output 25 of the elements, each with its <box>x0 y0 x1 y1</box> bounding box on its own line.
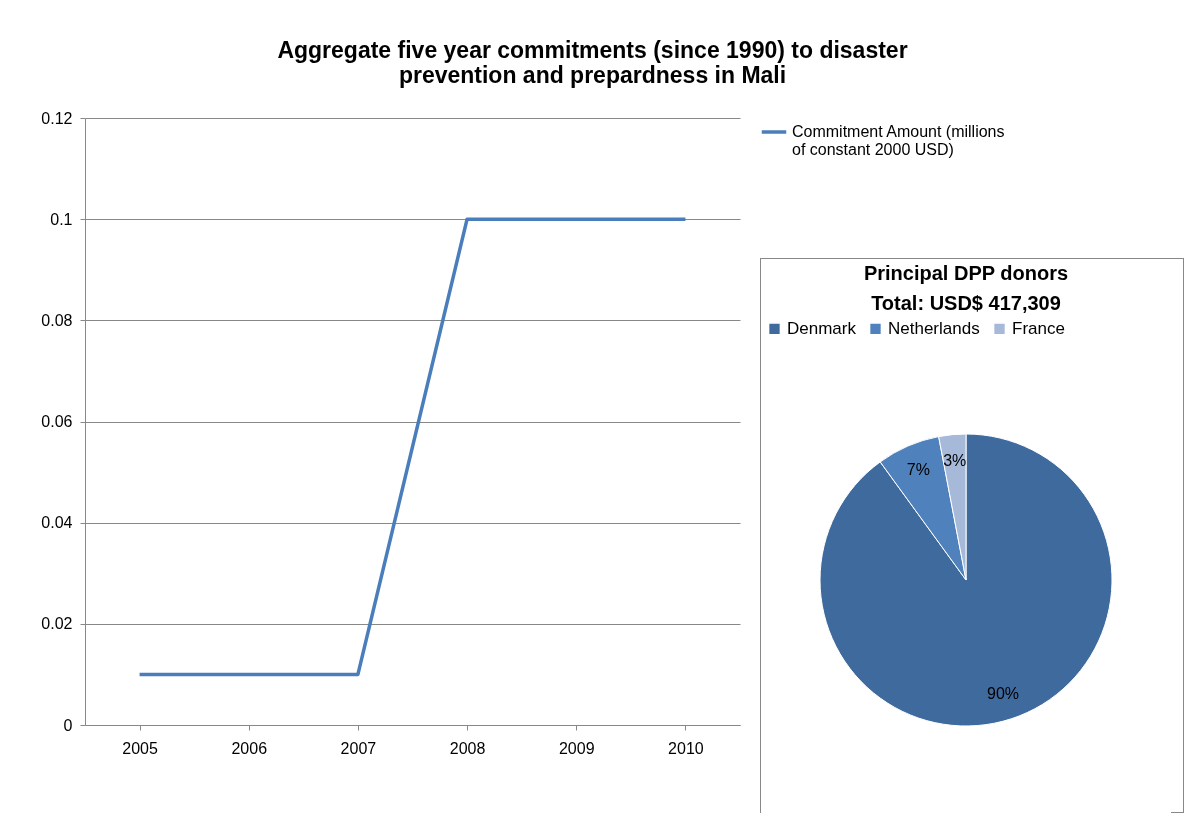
y-tick-label: 0.06 <box>41 413 73 430</box>
legend-label: France <box>1012 318 1065 338</box>
x-tick-label: 2008 <box>449 739 486 757</box>
chart-title: Aggregate five year commitments (since 1990) to disaster prevention and prepardness in Mali <box>277 37 908 88</box>
pie-slice <box>879 436 967 581</box>
y-tick-label: 0.1 <box>50 210 73 228</box>
x-tick-label: 2006 <box>231 739 268 757</box>
data-label: 7% <box>906 460 930 478</box>
y-tick-label: 0.12 <box>41 109 73 127</box>
legend-label: Commitment Amount (millions of constant 2000 USD) <box>792 123 1005 158</box>
y-tick-label: 0.04 <box>41 514 73 532</box>
legend-label: Netherlands <box>888 318 980 338</box>
data-label: 90% <box>987 685 1020 703</box>
legend-label: Denmark <box>787 318 857 338</box>
y-tick-label: 0.08 <box>41 311 73 329</box>
x-tick-label: 2009 <box>558 739 595 757</box>
data-label: 3% <box>943 451 967 469</box>
chart-subtitle: Total: USD$ 417,309 <box>871 292 1061 314</box>
x-tick-label: 2007 <box>340 739 377 757</box>
x-tick-label: 2005 <box>122 739 158 757</box>
y-tick-label: 0 <box>63 716 73 734</box>
chart-title: Principal DPP donors <box>863 262 1069 284</box>
y-tick-label: 0.02 <box>41 615 73 633</box>
x-tick-label: 2010 <box>668 739 704 757</box>
pie-slice <box>819 433 1113 727</box>
